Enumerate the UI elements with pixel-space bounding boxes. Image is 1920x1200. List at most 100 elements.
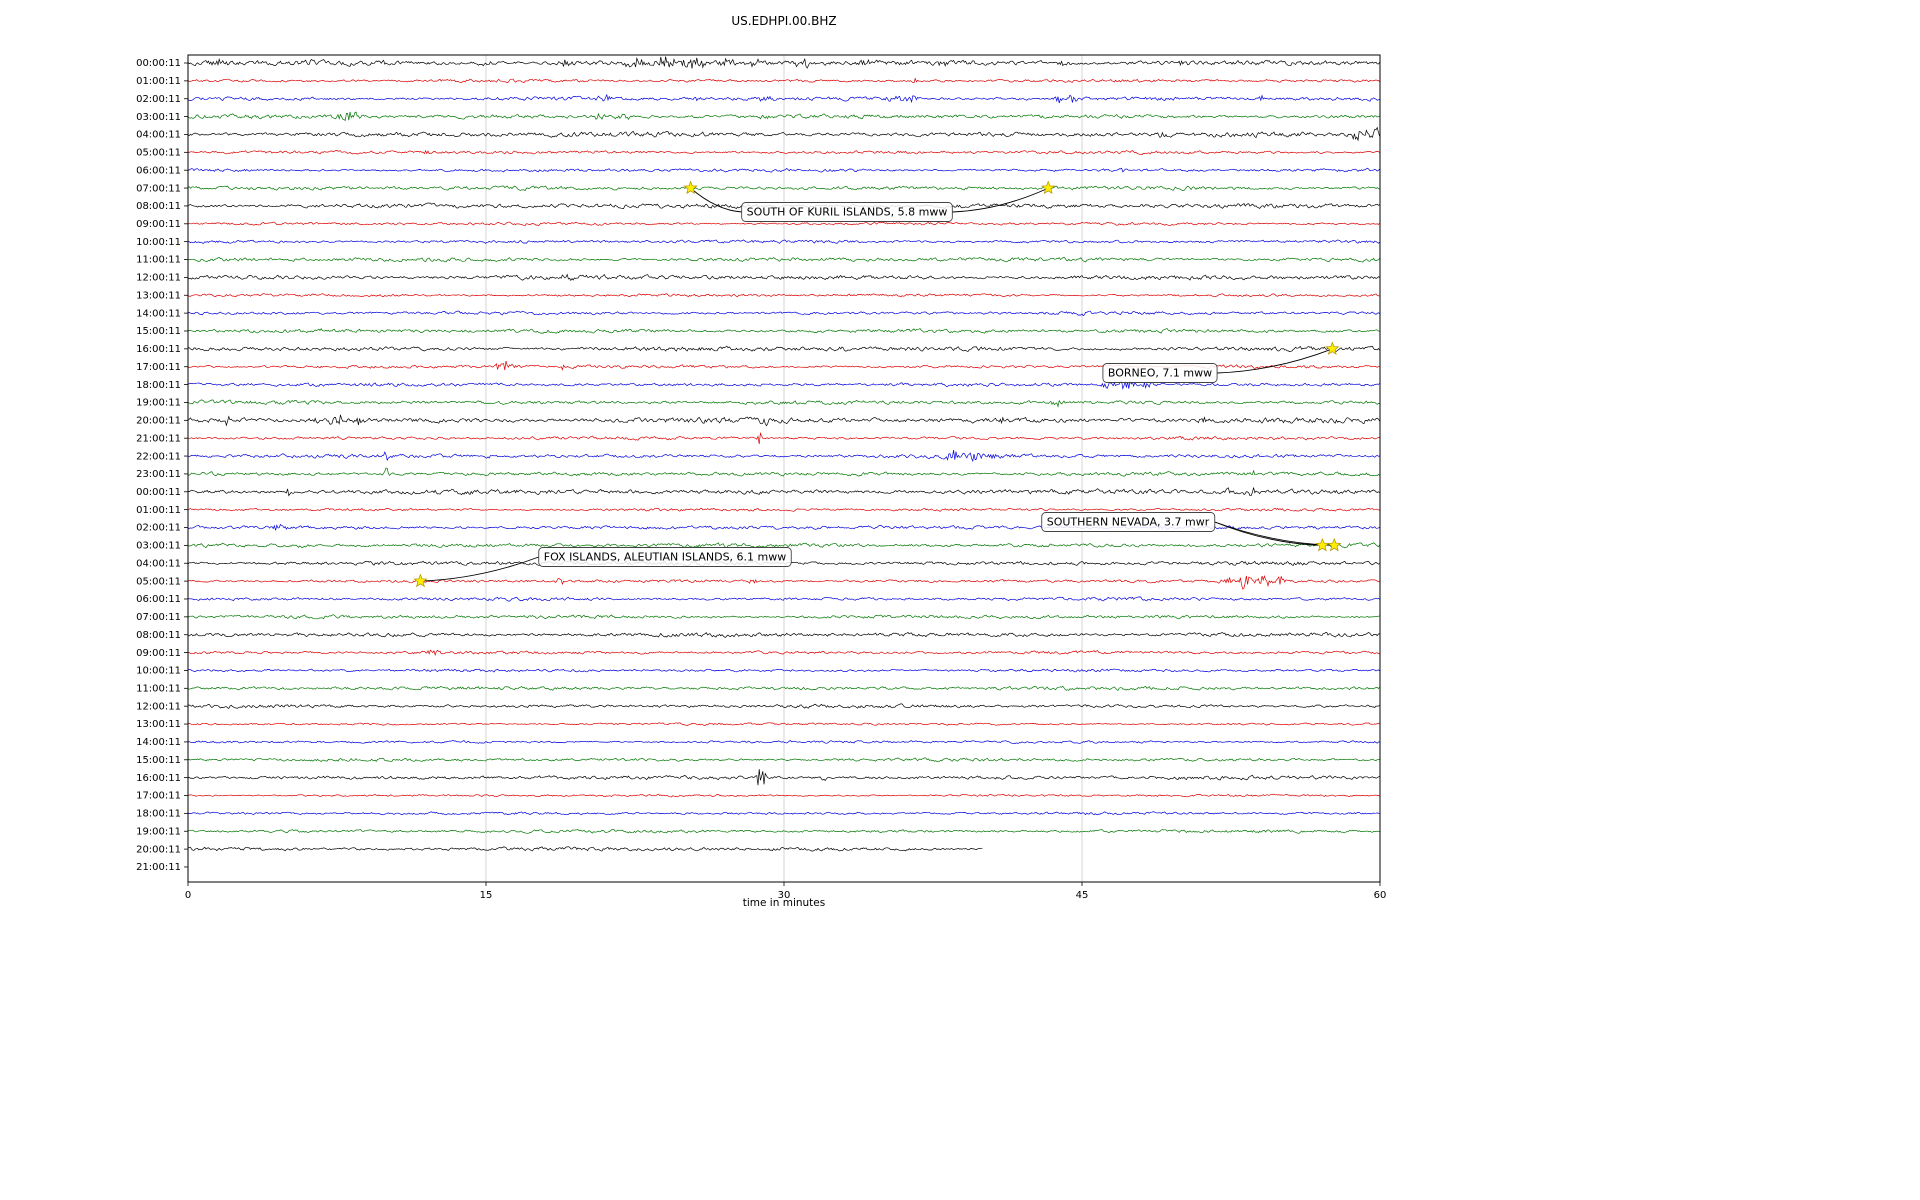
trace [187,149,1380,156]
trace-time-label: 13:00:11 [136,719,181,730]
trace-time-label: 13:00:11 [136,290,181,301]
event-label: BORNEO, 7.1 mww [1108,367,1212,380]
x-tick-label: 15 [480,890,493,901]
trace-time-label: 09:00:11 [136,219,181,230]
trace-time-label: 08:00:11 [136,201,181,212]
trace-time-label: 14:00:11 [136,308,181,319]
trace [187,487,1380,497]
trace-time-label: 21:00:11 [136,433,181,444]
trace-time-label: 02:00:11 [136,94,181,105]
trace-time-label: 01:00:11 [136,505,181,516]
trace [187,614,1380,620]
trace-time-label: 11:00:11 [136,684,181,695]
trace [187,829,1380,834]
event-label-box [741,202,953,222]
trace-time-label: 20:00:11 [136,416,181,427]
trace [187,77,1380,84]
trace [187,703,1380,709]
trace-time-label: 12:00:11 [136,701,181,712]
event-star-icon [1325,341,1340,355]
trace-time-label: 15:00:11 [136,755,181,766]
trace-time-label: 07:00:11 [136,612,181,623]
trace-time-label: 07:00:11 [136,183,181,194]
x-tick-label: 0 [185,890,191,901]
trace [187,757,1380,763]
trace-time-label: 11:00:11 [136,255,181,266]
trace-time-label: 12:00:11 [136,273,181,284]
trace [187,668,1380,673]
trace [187,631,1380,638]
trace-time-label: 09:00:11 [136,648,181,659]
trace-time-label: 18:00:11 [136,380,181,391]
event-connector [690,187,742,213]
trace-time-label: 16:00:11 [136,773,181,784]
trace [187,239,1380,244]
event-star-icon [1041,180,1056,195]
trace-time-label: 21:00:11 [136,862,181,873]
trace [187,273,1380,282]
trace [187,414,1380,427]
trace-time-label: 18:00:11 [136,809,181,820]
trace-time-label: 00:00:11 [136,487,181,498]
trace [187,793,1380,798]
trace [187,542,1380,549]
event-label: FOX ISLANDS, ALEUTIAN ISLANDS, 6.1 mww [544,551,787,564]
trace [187,467,1380,477]
event-label-box [1102,363,1218,383]
x-axis-label: time in minutes [742,897,826,909]
trace-time-label: 17:00:11 [136,362,181,373]
event-label-box [538,547,792,567]
trace-time-label: 01:00:11 [136,76,181,87]
trace [187,574,1380,590]
trace-time-label: 04:00:11 [136,130,181,141]
trace-time-label: 23:00:11 [136,469,181,480]
trace-time-label: 03:00:11 [136,541,181,552]
trace-time-label: 03:00:11 [136,112,181,123]
event-connector [1217,348,1333,374]
trace-time-label: 05:00:11 [136,576,181,587]
trace-time-label: 05:00:11 [136,148,181,159]
trace [187,649,1380,657]
event-star-icon [683,180,698,195]
trace-time-label: 06:00:11 [136,165,181,176]
trace [187,185,1380,191]
event-label: SOUTHERN NEVADA, 3.7 mwr [1047,516,1210,529]
trace-time-label: 16:00:11 [136,344,181,355]
x-tick-label: 45 [1076,890,1089,901]
trace-time-label: 10:00:11 [136,666,181,677]
trace-time-label: 15:00:11 [136,326,181,337]
trace-time-label: 04:00:11 [136,558,181,569]
trace [187,596,1380,602]
trace [187,722,1380,726]
event-star-icon [1315,537,1330,552]
x-tick-label: 60 [1374,890,1387,901]
trace-time-label: 17:00:11 [136,791,181,802]
trace [187,167,1380,173]
trace [187,293,1380,298]
trace [188,379,1380,390]
trace-time-label: 08:00:11 [136,630,181,641]
trace-time-label: 19:00:11 [136,398,181,409]
event-connector [952,187,1049,213]
event-star-icon [1327,537,1342,552]
trace-time-label: 02:00:11 [136,523,181,534]
x-tick-label: 30 [778,890,791,901]
event-star-icon [413,573,428,588]
trace [187,507,1380,512]
trace [187,310,1380,317]
trace-time-label: 20:00:11 [136,844,181,855]
trace [187,740,1380,744]
trace [187,685,1380,691]
plot-title: US.EDHPI.00.BHZ [731,14,837,28]
trace [187,769,1380,786]
trace-time-label: 22:00:11 [136,451,181,462]
trace [187,221,1380,226]
event-label-box [1041,512,1216,532]
trace [187,846,983,852]
trace [187,126,1380,142]
trace-time-label: 19:00:11 [136,826,181,837]
trace-time-label: 00:00:11 [136,58,181,69]
trace [187,93,1380,104]
